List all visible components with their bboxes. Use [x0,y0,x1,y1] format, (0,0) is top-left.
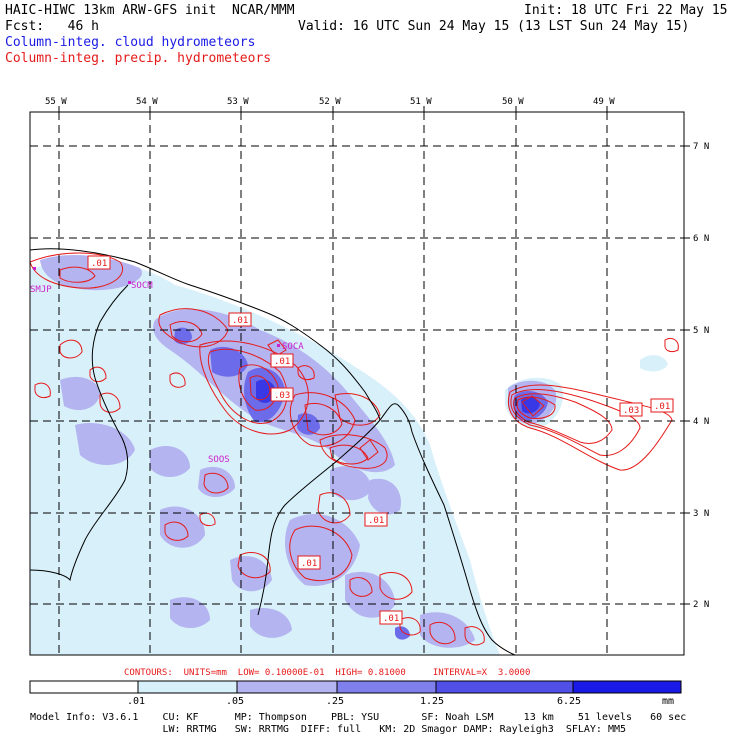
contour-label: .01 [368,516,384,526]
lon-label: 51 W [410,97,432,107]
lon-label: 50 W [502,97,524,107]
lat-label: 6 N [693,234,709,244]
station-marker [128,281,131,284]
contour-label: .01 [274,357,290,367]
map-frame [29,111,685,656]
lon-label: 55 W [45,97,67,107]
station-label: SOCM [131,281,153,291]
lat-label: 5 N [693,326,709,336]
colorbar-tick: .25 [326,696,344,707]
colorbar-units: mm [662,696,674,707]
contour-label: .03 [274,391,290,401]
forecast-hour: Fcst: 46 h [5,19,99,34]
station-marker [33,267,36,270]
valid-time: Valid: 16 UTC Sun 24 May 15 (13 LST Sun … [298,19,690,34]
model-info-line1: Model Info: V3.6.1 CU: KF MP: Thompson P… [30,712,687,723]
frame-ticks [58,106,690,605]
station-label: SOOS [208,455,230,465]
lon-label: 54 W [136,97,158,107]
contour-info: CONTOURS: UNITS=mm LOW= 0.10000E-01 HIGH… [124,668,531,678]
precip-contours [30,252,679,646]
lat-label: 7 N [693,142,709,152]
contour-label: .01 [654,402,670,412]
legend-precip: Column-integ. precip. hydrometeors [5,51,272,66]
contour-label: .01 [232,316,248,326]
lat-label: 4 N [693,417,709,427]
station-label: SOCA [282,342,304,352]
contour-label: .01 [91,259,107,269]
contour-label: .01 [301,559,317,569]
plot-title: HAIC-HIWC 13km ARW-GFS init NCAR/MMM [5,3,295,18]
station-label: SMJP [30,285,52,295]
lon-label: 52 W [319,97,341,107]
contour-label: .03 [623,406,639,416]
lon-label: 49 W [593,97,615,107]
colorbar-tick: .05 [226,696,244,707]
colorbar-tick: .01 [127,696,145,707]
colorbar [29,680,682,694]
lat-label: 3 N [693,509,709,519]
lat-label: 2 N [693,600,709,610]
latlon-grid [30,112,684,655]
colorbar-tick: 6.25 [557,696,581,707]
contour-label: .01 [383,614,399,624]
station-marker [277,344,280,347]
legend-cloud: Column-integ. cloud hydrometeors [5,35,256,50]
coastline-borders [30,248,516,655]
colorbar-tick: 1.25 [420,696,444,707]
init-time: Init: 18 UTC Fri 22 May 15 [524,3,728,18]
lon-label: 53 W [227,97,249,107]
model-info-line2: LW: RRTMG SW: RRTMG DIFF: full KM: 2D Sm… [30,724,627,735]
